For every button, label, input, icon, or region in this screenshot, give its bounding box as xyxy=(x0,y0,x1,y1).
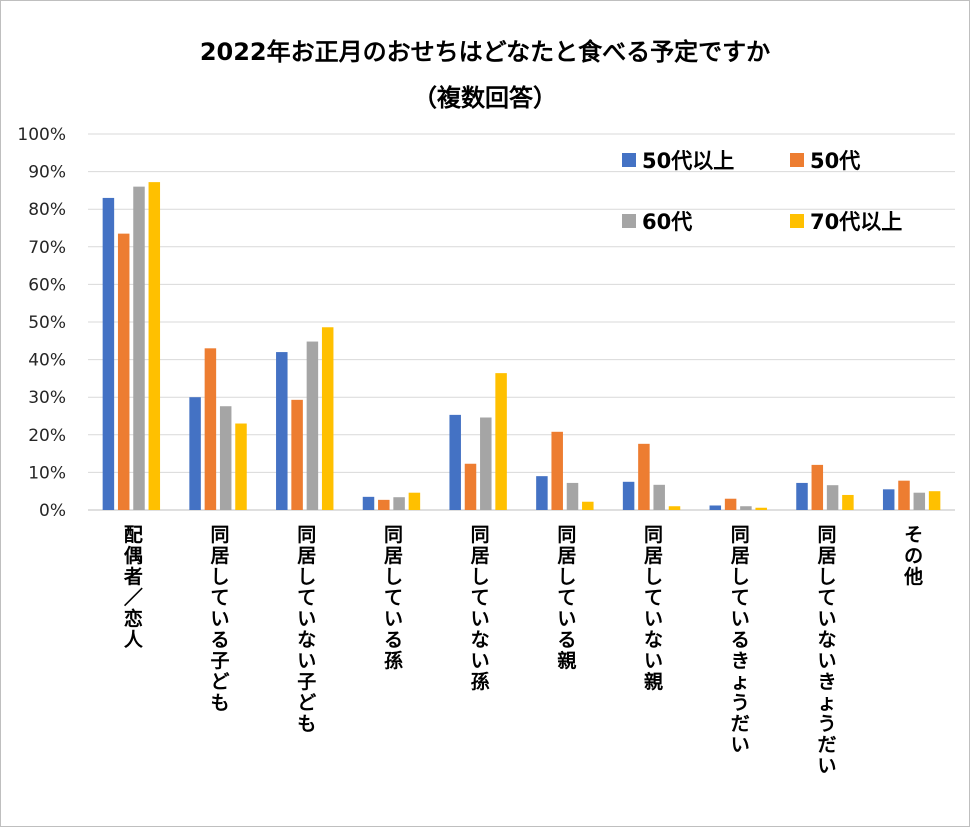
bar xyxy=(378,499,390,510)
bar xyxy=(219,406,232,510)
y-tick-label: 40% xyxy=(28,351,66,371)
bar xyxy=(235,423,247,510)
legend-label: 70代以上 xyxy=(810,210,902,234)
y-tick-label: 0% xyxy=(39,501,66,521)
bar xyxy=(393,497,405,510)
bar xyxy=(148,182,161,511)
bar xyxy=(321,327,334,510)
legend-swatch xyxy=(622,214,636,228)
bar xyxy=(306,341,319,510)
legend-swatch xyxy=(790,214,804,228)
legend-label: 60代 xyxy=(642,210,692,234)
bar xyxy=(898,480,910,510)
legend-swatch xyxy=(790,153,804,167)
bar xyxy=(495,373,507,510)
bar xyxy=(449,414,461,510)
chart-subtitle: （複数回答） xyxy=(413,84,557,112)
bar xyxy=(755,507,767,510)
y-tick-label: 20% xyxy=(28,426,66,446)
bar xyxy=(796,482,808,510)
legend-label: 50代以上 xyxy=(642,149,734,173)
bar xyxy=(362,496,375,510)
y-tick-label: 80% xyxy=(28,200,66,220)
y-tick-label: 30% xyxy=(28,388,66,408)
legend-label: 50代 xyxy=(810,149,860,173)
bar xyxy=(133,186,145,510)
category-label: 同居していない親 xyxy=(644,524,663,693)
bar xyxy=(536,476,548,510)
chart-title: 2022年お正月のおせちはどなたと食べる予定ですか xyxy=(199,38,771,66)
bar xyxy=(582,501,594,510)
bar xyxy=(913,492,926,510)
gridlines xyxy=(88,133,955,511)
bar xyxy=(740,506,752,510)
bars xyxy=(102,182,941,511)
legend-swatch xyxy=(622,153,636,167)
bar xyxy=(638,443,650,510)
bar xyxy=(204,348,217,510)
y-tick-label: 100% xyxy=(17,125,66,145)
y-axis-ticks: 0% 10% 20% 30% 40% 50% 60% 70% 80% 90% 100% xyxy=(17,125,66,521)
bar xyxy=(882,489,895,510)
bar xyxy=(551,431,563,510)
category-label: 同居している孫 xyxy=(384,524,403,672)
bar xyxy=(928,491,941,510)
bar xyxy=(102,197,115,511)
bar xyxy=(842,494,854,510)
bar xyxy=(653,484,665,510)
category-label: 同居していないきょうだい xyxy=(817,524,836,777)
y-tick-label: 50% xyxy=(28,313,66,333)
legend: 50代以上 50代 60代 70代以上 xyxy=(622,149,902,234)
category-label: 同居している子ども xyxy=(211,524,230,714)
bar xyxy=(480,417,492,510)
y-tick-label: 60% xyxy=(28,275,66,295)
bar xyxy=(826,485,839,510)
bar xyxy=(811,464,824,510)
category-label: 同居していない子ども xyxy=(297,524,316,735)
bar xyxy=(189,397,201,510)
bar xyxy=(709,505,722,510)
bar xyxy=(408,492,421,510)
y-tick-label: 10% xyxy=(28,463,66,483)
bar xyxy=(276,352,288,510)
bar xyxy=(117,233,130,510)
category-label: 同居していない孫 xyxy=(471,524,490,693)
bar xyxy=(622,481,635,510)
category-label: 同居しているきょうだい xyxy=(731,524,750,756)
category-label: その他 xyxy=(903,524,923,588)
y-tick-label: 90% xyxy=(28,163,66,183)
category-label: 同居している親 xyxy=(557,524,576,672)
bar xyxy=(464,463,477,510)
category-label: 配偶者／恋人 xyxy=(124,524,144,651)
bar xyxy=(724,498,737,510)
category-labels: 配偶者／恋人 同居している子ども 同居していない子ども 同居している孫 同居していない孫… xyxy=(124,524,923,777)
y-tick-label: 70% xyxy=(28,238,66,258)
bar xyxy=(291,399,303,510)
bar xyxy=(668,506,681,510)
bar xyxy=(566,482,579,510)
